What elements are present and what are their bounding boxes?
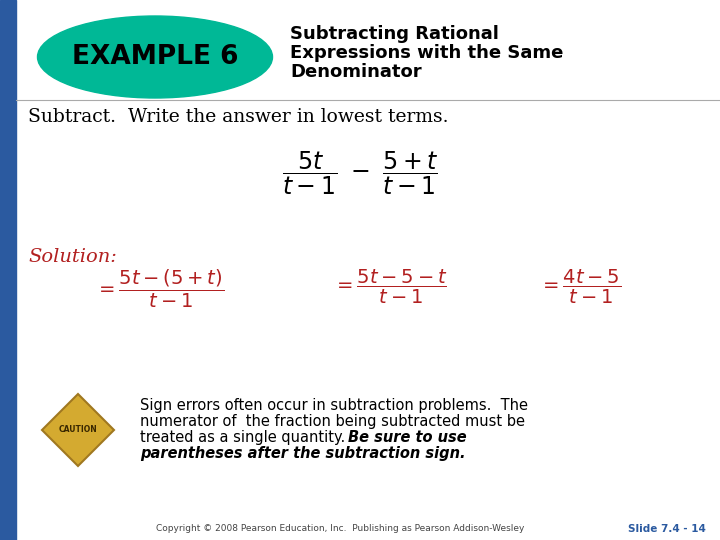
Text: Be sure to use: Be sure to use	[348, 430, 467, 445]
Bar	[0, 0, 16, 540]
Text: Denominator: Denominator	[290, 63, 422, 81]
Text: $=\dfrac{5t-5-t}{t-1}$: $=\dfrac{5t-5-t}{t-1}$	[333, 268, 447, 306]
Polygon shape	[42, 394, 114, 466]
Text: $\dfrac{5t}{t-1}\ -\ \dfrac{5+t}{t-1}$: $\dfrac{5t}{t-1}\ -\ \dfrac{5+t}{t-1}$	[282, 150, 438, 198]
Text: Solution:: Solution:	[28, 248, 117, 266]
Text: Slide 7.4 - 14: Slide 7.4 - 14	[628, 524, 706, 534]
Text: Copyright © 2008 Pearson Education, Inc.  Publishing as Pearson Addison-Wesley: Copyright © 2008 Pearson Education, Inc.…	[156, 524, 524, 533]
Text: treated as a single quantity.: treated as a single quantity.	[140, 430, 359, 445]
Text: parentheses after the subtraction sign.: parentheses after the subtraction sign.	[140, 446, 466, 461]
Text: EXAMPLE 6: EXAMPLE 6	[72, 44, 238, 70]
Text: numerator of  the fraction being subtracted must be: numerator of the fraction being subtract…	[140, 414, 525, 429]
Ellipse shape	[37, 16, 272, 98]
Text: $=\dfrac{5t-(5+t)}{t-1}$: $=\dfrac{5t-(5+t)}{t-1}$	[96, 268, 225, 310]
Text: $=\dfrac{4t-5}{t-1}$: $=\dfrac{4t-5}{t-1}$	[539, 268, 621, 306]
Text: Subtracting Rational: Subtracting Rational	[290, 25, 499, 43]
Text: CAUTION: CAUTION	[58, 426, 97, 435]
Text: Sign errors often occur in subtraction problems.  The: Sign errors often occur in subtraction p…	[140, 398, 528, 413]
Text: Subtract.  Write the answer in lowest terms.: Subtract. Write the answer in lowest ter…	[28, 108, 449, 126]
Text: Expressions with the Same: Expressions with the Same	[290, 44, 563, 62]
